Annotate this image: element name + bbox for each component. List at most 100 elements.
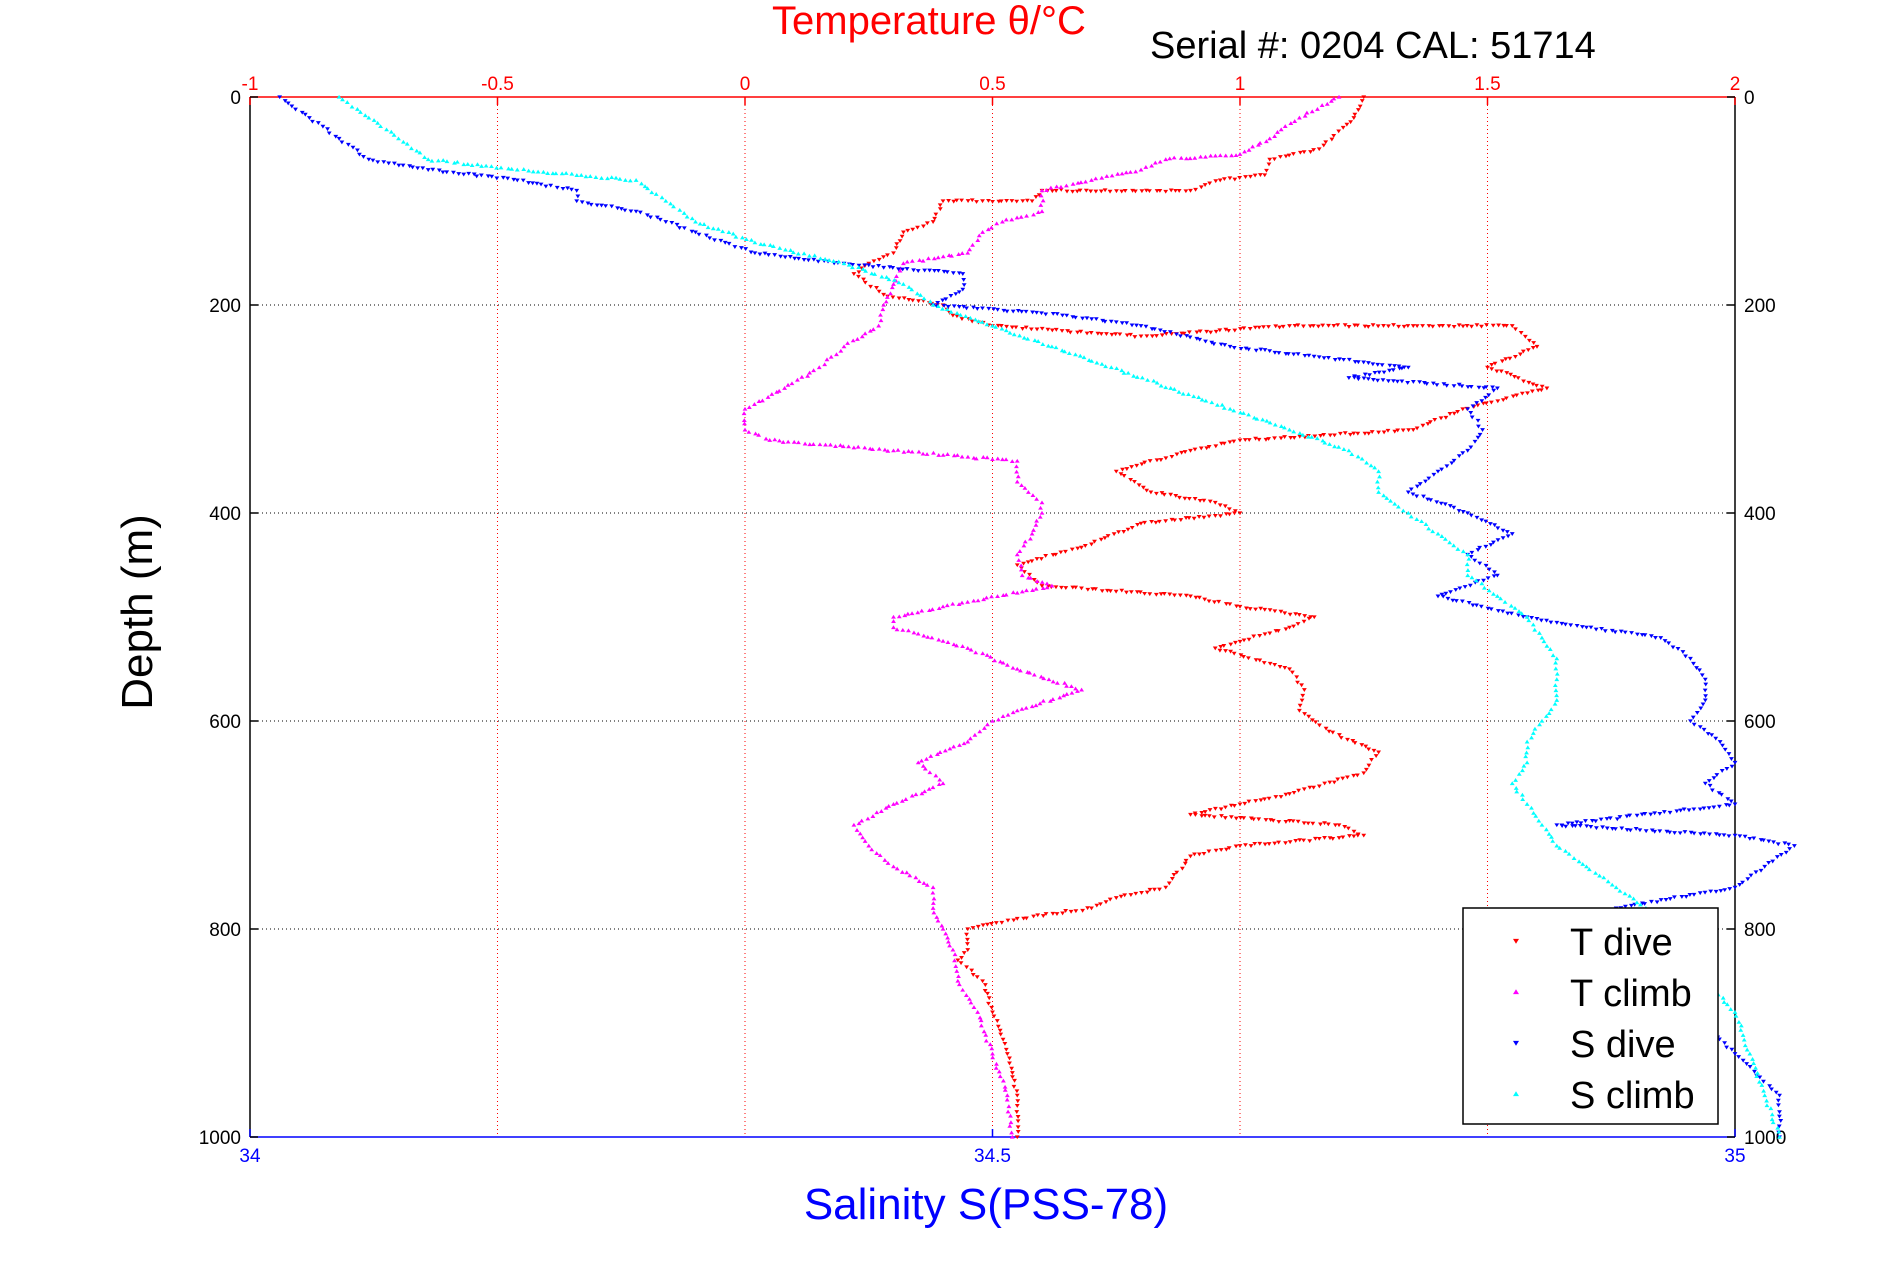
data-point bbox=[644, 213, 650, 218]
data-point bbox=[1266, 162, 1272, 167]
data-point bbox=[1157, 887, 1162, 892]
data-point bbox=[1325, 822, 1331, 827]
data-point bbox=[1351, 829, 1357, 834]
data-point bbox=[878, 318, 884, 323]
data-point bbox=[1357, 104, 1363, 109]
data-point bbox=[1039, 510, 1045, 515]
data-point bbox=[1602, 629, 1608, 634]
data-point bbox=[1691, 722, 1697, 727]
data-point bbox=[926, 256, 931, 261]
bottom-axis-tick-label: 34.5 bbox=[974, 1146, 1011, 1167]
data-point bbox=[1314, 436, 1320, 441]
data-point bbox=[785, 439, 791, 444]
data-point bbox=[1130, 188, 1135, 193]
data-point bbox=[1009, 1071, 1015, 1075]
data-point bbox=[1222, 504, 1228, 509]
data-point bbox=[726, 241, 732, 246]
data-point bbox=[1479, 399, 1485, 404]
data-point bbox=[900, 627, 906, 632]
data-point bbox=[1041, 676, 1047, 681]
data-point bbox=[956, 602, 962, 607]
data-point bbox=[1149, 334, 1155, 339]
data-point bbox=[1305, 434, 1311, 439]
data-point bbox=[1474, 603, 1480, 608]
data-point bbox=[1512, 605, 1518, 610]
data-point bbox=[1192, 852, 1197, 857]
data-point bbox=[1074, 189, 1080, 194]
data-point bbox=[1049, 328, 1055, 333]
left-axis-tick-label: 800 bbox=[209, 920, 241, 941]
data-point bbox=[1697, 725, 1703, 730]
data-point bbox=[1329, 98, 1334, 103]
data-point bbox=[1410, 380, 1416, 384]
data-point bbox=[1736, 1019, 1742, 1024]
data-point bbox=[1124, 467, 1130, 471]
data-point bbox=[1253, 348, 1259, 353]
data-point bbox=[1654, 900, 1660, 905]
data-point bbox=[1045, 343, 1051, 348]
data-point bbox=[1548, 707, 1554, 712]
data-point bbox=[901, 282, 906, 286]
data-point bbox=[1541, 639, 1547, 644]
data-point bbox=[1114, 366, 1120, 371]
data-point bbox=[1400, 508, 1406, 513]
data-point bbox=[649, 190, 655, 195]
data-point bbox=[878, 312, 883, 317]
data-point bbox=[1147, 189, 1152, 194]
data-point bbox=[1410, 324, 1416, 328]
data-point bbox=[627, 178, 633, 183]
data-point bbox=[742, 406, 748, 411]
data-point bbox=[940, 604, 946, 609]
data-point bbox=[1014, 1089, 1020, 1094]
data-point bbox=[1132, 479, 1137, 484]
data-point bbox=[1002, 1041, 1008, 1046]
data-point bbox=[1530, 622, 1536, 627]
data-point bbox=[1363, 744, 1369, 749]
data-point bbox=[1199, 397, 1205, 402]
data-point bbox=[982, 983, 988, 987]
data-point bbox=[671, 204, 676, 209]
data-point bbox=[1744, 1062, 1750, 1066]
data-point bbox=[1059, 585, 1064, 590]
data-point bbox=[1297, 150, 1303, 155]
data-point bbox=[1535, 388, 1541, 393]
data-point bbox=[1323, 140, 1329, 145]
data-point bbox=[870, 447, 876, 452]
data-point bbox=[320, 124, 326, 129]
data-point bbox=[1288, 121, 1294, 125]
data-point bbox=[881, 302, 886, 307]
data-point bbox=[1142, 520, 1147, 525]
data-point bbox=[1231, 346, 1237, 350]
data-point bbox=[451, 170, 456, 175]
data-point bbox=[1507, 356, 1513, 361]
data-point bbox=[1312, 434, 1318, 439]
data-point bbox=[917, 257, 922, 262]
data-point bbox=[1154, 458, 1160, 463]
data-point bbox=[1168, 492, 1174, 497]
data-point bbox=[1257, 841, 1263, 846]
data-point bbox=[1069, 684, 1074, 689]
data-point bbox=[718, 238, 724, 243]
data-point bbox=[1000, 593, 1006, 598]
data-point bbox=[1138, 334, 1144, 339]
data-point bbox=[1503, 396, 1509, 401]
data-point bbox=[509, 166, 515, 171]
data-point bbox=[588, 202, 594, 207]
data-point bbox=[991, 307, 997, 312]
data-point bbox=[1500, 528, 1506, 533]
data-point bbox=[1261, 325, 1266, 330]
data-point bbox=[1627, 893, 1633, 898]
data-point bbox=[1043, 312, 1049, 317]
data-point bbox=[1039, 326, 1045, 331]
data-point bbox=[1377, 474, 1382, 479]
data-point bbox=[1014, 1135, 1020, 1140]
data-point bbox=[981, 597, 987, 602]
data-point bbox=[1173, 493, 1179, 498]
data-point bbox=[1011, 918, 1017, 923]
data-point bbox=[454, 159, 460, 164]
data-point bbox=[1251, 415, 1257, 420]
data-point bbox=[1327, 433, 1333, 438]
data-point bbox=[1534, 383, 1539, 388]
data-point bbox=[1737, 883, 1743, 887]
data-point bbox=[609, 175, 615, 180]
